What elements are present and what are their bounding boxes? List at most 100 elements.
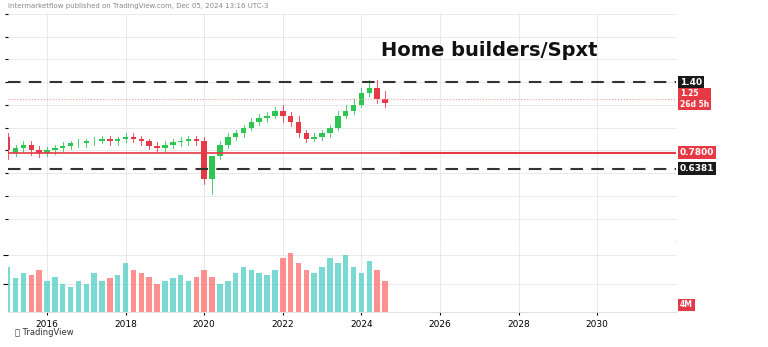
Text: 0.6381: 0.6381 [680, 164, 714, 173]
Bar [264, 276, 270, 312]
Bar [123, 137, 128, 139]
Bar [52, 148, 58, 150]
Bar [327, 128, 333, 133]
Bar [76, 281, 81, 312]
Bar [257, 118, 262, 122]
Bar [52, 277, 58, 312]
Bar [162, 145, 167, 148]
Bar [178, 276, 184, 312]
Text: 1.40: 1.40 [680, 78, 702, 87]
Bar [210, 156, 215, 179]
Bar [36, 150, 42, 153]
Bar [303, 133, 310, 139]
Bar [343, 255, 349, 312]
Bar [312, 272, 317, 312]
Bar [5, 267, 11, 312]
Bar [154, 146, 160, 148]
Bar [233, 133, 238, 137]
Text: 4M: 4M [680, 301, 693, 310]
Bar [68, 143, 73, 146]
Bar [233, 272, 238, 312]
Bar [359, 93, 364, 105]
Bar [60, 284, 65, 312]
Text: 0.7800: 0.7800 [680, 148, 714, 157]
Bar [99, 139, 104, 141]
Bar [288, 116, 293, 122]
Bar [107, 278, 113, 312]
Bar [249, 122, 254, 128]
Bar [138, 139, 144, 141]
Bar [186, 281, 191, 312]
Bar [312, 137, 317, 139]
Bar [366, 261, 372, 312]
Bar [45, 281, 50, 312]
Bar [170, 142, 176, 145]
Bar [115, 276, 121, 312]
Bar [288, 253, 293, 312]
Bar [359, 272, 364, 312]
Bar [296, 263, 301, 312]
Bar [28, 145, 34, 150]
Bar [225, 137, 230, 145]
Bar [36, 270, 42, 312]
Bar [154, 284, 160, 312]
Bar [264, 116, 270, 118]
Bar [21, 272, 26, 312]
Bar [138, 272, 144, 312]
Bar [335, 116, 340, 128]
Bar [45, 150, 50, 153]
Text: Home builders/Spxt: Home builders/Spxt [380, 41, 597, 60]
Bar [217, 145, 223, 156]
Bar [303, 270, 310, 312]
Bar [257, 272, 262, 312]
Bar [194, 139, 199, 141]
Bar [131, 137, 136, 139]
Bar [335, 263, 340, 312]
Bar [91, 272, 97, 312]
Text: 🔺 TradingView: 🔺 TradingView [15, 328, 74, 337]
Bar [186, 139, 191, 141]
Bar [343, 110, 349, 116]
Bar [296, 122, 301, 133]
Bar [21, 145, 26, 148]
Bar [210, 277, 215, 312]
Bar [374, 270, 380, 312]
Bar [217, 284, 223, 312]
Bar [319, 133, 325, 137]
Bar [5, 137, 11, 150]
Bar [28, 276, 34, 312]
Bar [60, 146, 65, 148]
Bar [13, 278, 18, 312]
Bar [240, 128, 247, 133]
Bar [225, 281, 230, 312]
Bar [201, 141, 207, 179]
Bar [272, 270, 278, 312]
Bar [178, 141, 184, 142]
Bar [280, 258, 286, 312]
Bar [351, 267, 356, 312]
Bar [131, 270, 136, 312]
Bar [115, 139, 121, 141]
Bar [249, 270, 254, 312]
Bar [382, 281, 388, 312]
Bar [84, 284, 89, 312]
Bar [366, 88, 372, 93]
Bar [374, 88, 380, 99]
Bar [240, 267, 247, 312]
Bar [147, 277, 152, 312]
Bar [201, 270, 207, 312]
Bar [170, 278, 176, 312]
Bar [162, 281, 167, 312]
Bar [319, 267, 325, 312]
Bar [84, 141, 89, 143]
Bar [147, 141, 152, 146]
Bar [351, 105, 356, 110]
Text: intermarketflow published on TradingView.com, Dec 05, 2024 13:16 UTC-3: intermarketflow published on TradingView… [8, 3, 268, 9]
Bar [327, 258, 333, 312]
Bar [68, 287, 73, 312]
Bar [99, 281, 104, 312]
Text: 1.25
26d 5h: 1.25 26d 5h [680, 90, 710, 109]
Bar [382, 99, 388, 103]
Bar [280, 110, 286, 116]
Bar [272, 110, 278, 116]
